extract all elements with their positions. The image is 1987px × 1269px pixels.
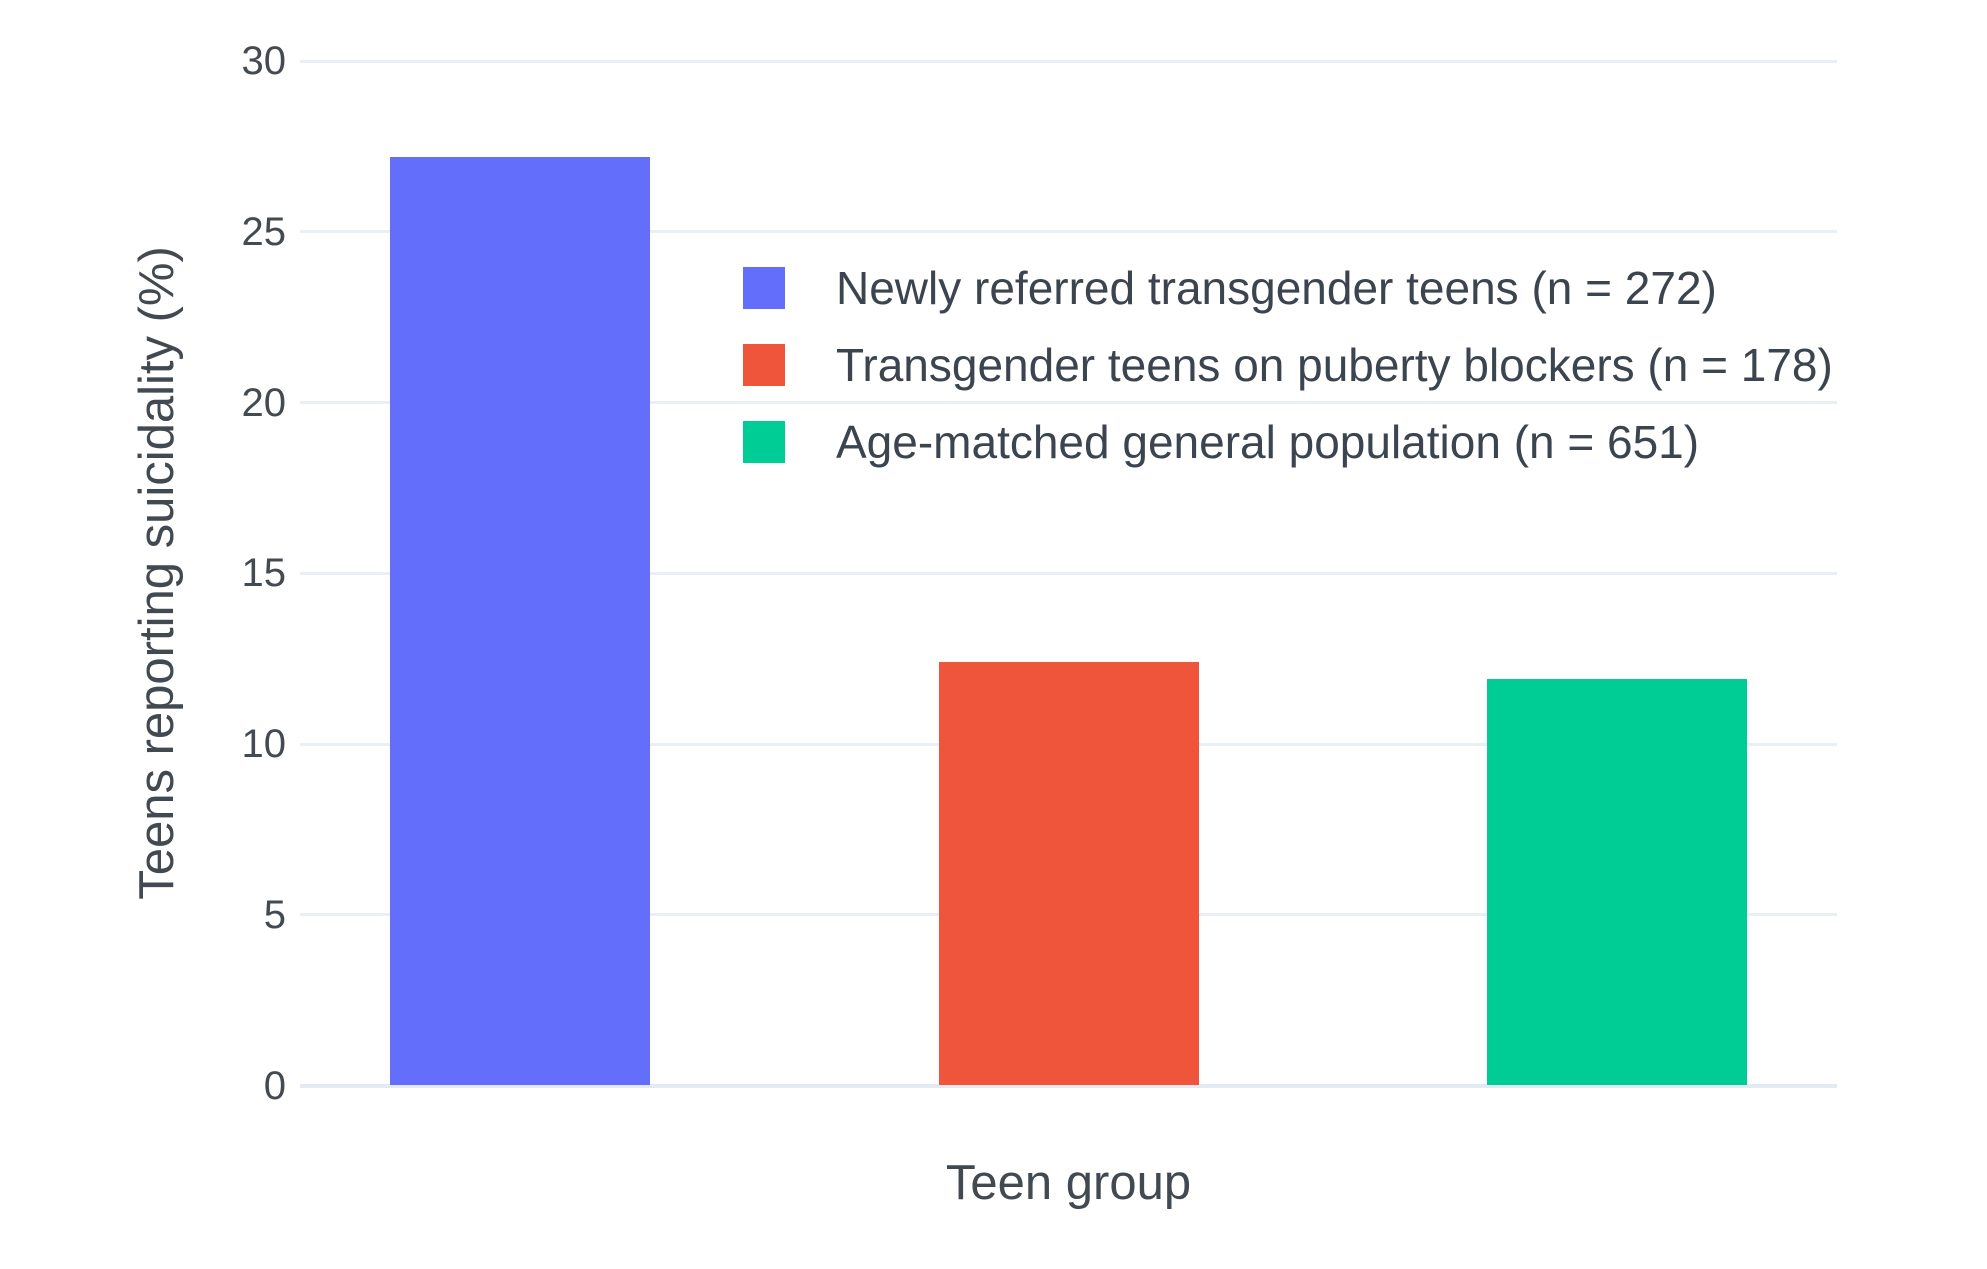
y-tick-label: 30 [241,39,287,83]
x-axis-title: Teen group [945,1156,1192,1210]
gridline [300,401,1837,404]
bar-3[interactable] [1487,679,1748,1086]
legend-swatch-icon [743,267,785,309]
y-tick-label: 10 [241,722,287,766]
bar-1[interactable] [389,156,650,1086]
y-tick-label: 25 [241,209,287,254]
bar-2[interactable] [938,662,1199,1086]
gridline [300,230,1837,234]
y-tick-label: 20 [241,380,287,425]
gridline [300,571,1837,575]
legend-label: Age-matched general population (n = 651) [836,416,1700,468]
gridline [300,59,1837,63]
legend-item-2[interactable]: Transgender teens on puberty blockers (n… [743,338,1833,392]
legend-item-3[interactable]: Age-matched general population (n = 651) [743,415,1833,469]
y-axis-title: Teens reporting suicidality (%) [130,246,184,900]
y-tick-label: 5 [263,892,286,937]
zero-line [300,1083,1837,1088]
legend: Newly referred transgender teens (n = 27… [743,261,1833,469]
legend-swatch-icon [743,344,785,386]
y-tick-label: 15 [241,551,287,596]
legend-label: Transgender teens on puberty blockers (n… [836,339,1833,391]
y-tick-label: 0 [263,1063,286,1108]
legend-item-1[interactable]: Newly referred transgender teens (n = 27… [743,261,1833,315]
legend-swatch-icon [743,421,785,463]
legend-label: Newly referred transgender teens (n = 27… [836,262,1717,314]
